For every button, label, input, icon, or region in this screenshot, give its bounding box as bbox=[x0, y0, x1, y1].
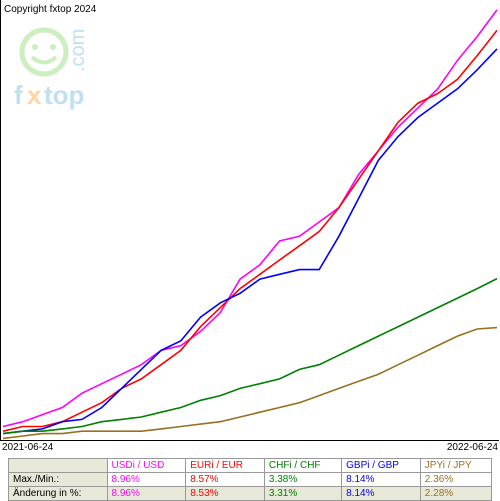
cell-maxmin-gbp: 8.14% bbox=[342, 473, 421, 487]
copyright-text: Copyright fxtop 2024 bbox=[4, 4, 96, 15]
x-axis-end-label: 2022-06-24 bbox=[447, 442, 498, 453]
svg-text:x: x bbox=[27, 80, 42, 110]
svg-text:.com: .com bbox=[67, 29, 89, 72]
col-header-chf: CHFi / CHF bbox=[264, 459, 341, 473]
row-label-maxmin: Max./Min.: bbox=[9, 473, 108, 487]
table-row: Änderung in %: 8.96%8.53%3.31%8.14%2.28% bbox=[9, 487, 492, 501]
series-chf bbox=[3, 279, 497, 434]
col-header-jpy: JPYi / JPY bbox=[420, 459, 491, 473]
cell-change-jpy: 2.28% bbox=[420, 487, 491, 501]
data-table-wrap: USDi / USDEURi / EURCHFi / CHFGBPi / GBP… bbox=[8, 458, 492, 501]
cell-maxmin-chf: 3.38% bbox=[264, 473, 341, 487]
col-header-usd: USDi / USD bbox=[107, 459, 186, 473]
cell-maxmin-usd: 8.96% bbox=[107, 473, 186, 487]
col-header-gbp: GBPi / GBP bbox=[342, 459, 421, 473]
cell-maxmin-eur: 8.57% bbox=[186, 473, 265, 487]
watermark-logo: .com fxtop bbox=[12, 22, 122, 122]
cell-maxmin-jpy: 2.36% bbox=[420, 473, 491, 487]
table-row: Max./Min.: 8.96%8.57%3.38%8.14%2.36% bbox=[9, 473, 492, 487]
data-table: USDi / USDEURi / EURCHFi / CHFGBPi / GBP… bbox=[8, 458, 492, 501]
cell-change-eur: 8.53% bbox=[186, 487, 265, 501]
cell-change-gbp: 8.14% bbox=[342, 487, 421, 501]
x-axis-start-label: 2021-06-24 bbox=[2, 442, 53, 453]
series-jpy bbox=[3, 328, 497, 439]
cell-change-usd: 8.96% bbox=[107, 487, 186, 501]
svg-text:top: top bbox=[44, 80, 84, 110]
cell-change-chf: 3.31% bbox=[264, 487, 341, 501]
table-header-row: USDi / USDEURi / EURCHFi / CHFGBPi / GBP… bbox=[9, 459, 492, 473]
svg-text:f: f bbox=[14, 80, 23, 110]
row-label-change: Änderung in %: bbox=[9, 487, 108, 501]
col-header-eur: EURi / EUR bbox=[186, 459, 265, 473]
